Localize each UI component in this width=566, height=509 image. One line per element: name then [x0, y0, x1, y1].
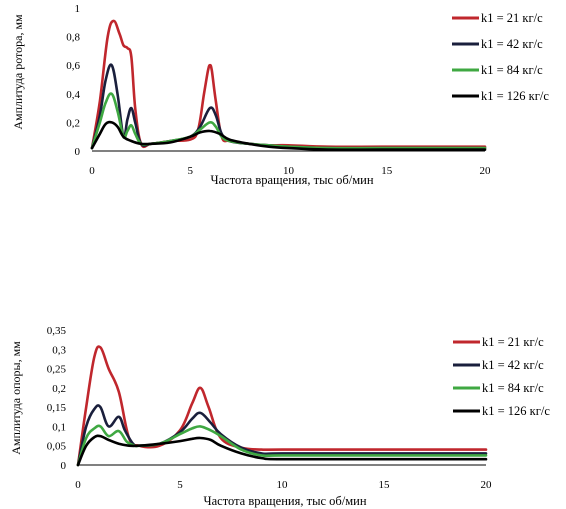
legend-label: k1 = 126 кг/с — [481, 89, 549, 103]
series-line-1 — [90, 19, 487, 150]
series-line-2 — [90, 63, 487, 150]
y-tick-label: 0 — [75, 146, 81, 158]
x-tick-label: 20 — [480, 165, 492, 177]
x-tick-label: 5 — [188, 165, 194, 177]
series-line-1 — [76, 345, 488, 467]
x-tick-label: 0 — [89, 165, 95, 177]
y-tick-label: 0,4 — [66, 89, 80, 101]
y-tick-label: 0,05 — [47, 441, 67, 453]
y-tick-label: 0,35 — [47, 325, 67, 337]
y-tick-label: 0,1 — [52, 421, 66, 433]
plot-area — [76, 345, 488, 467]
legend-label: k1 = 42 кг/с — [482, 358, 544, 372]
legend-label: k1 = 21 кг/с — [481, 11, 543, 25]
series-line-3 — [90, 92, 487, 150]
series-line-3 — [76, 424, 488, 467]
y-tick-label: 1 — [75, 3, 81, 15]
legend: k1 = 21 кг/с k1 = 42 кг/с k1 = 84 кг/с k1 =… — [453, 335, 550, 418]
x-tick-label: 10 — [277, 479, 289, 491]
y-axis-label: Амплитуда ротора, мм — [11, 14, 25, 130]
y-tick-label: 0,2 — [52, 383, 66, 395]
y-axis-label: Амплитуда опоры, мм — [9, 341, 23, 455]
y-tick-label: 0,8 — [66, 32, 80, 44]
legend-label: k1 = 84 кг/с — [482, 381, 544, 395]
legend-label: k1 = 21 кг/с — [482, 335, 544, 349]
x-tick-label: 5 — [177, 479, 183, 491]
legend-label: k1 = 84 кг/с — [481, 63, 543, 77]
y-tick-label: 0,3 — [52, 344, 66, 356]
x-tick-label: 0 — [75, 479, 81, 491]
series-line-4 — [76, 434, 488, 467]
y-tick-label: 0,6 — [66, 60, 80, 72]
legend-label: k1 = 126 кг/с — [482, 404, 550, 418]
y-tick-label: 0,2 — [66, 117, 80, 129]
x-tick-label: 15 — [379, 479, 391, 491]
x-axis-label: Частота вращения, тыс об/мин — [203, 494, 366, 508]
y-tick-label: 0,25 — [47, 364, 67, 376]
x-tick-label: 10 — [283, 165, 295, 177]
chart-support-amplitude: 0 0,05 0,1 0,15 0,2 0,25 0,3 0,35 0 5 10 15 20 Ампл… — [9, 325, 550, 508]
x-tick-label: 20 — [481, 479, 493, 491]
y-tick-label: 0,15 — [47, 402, 67, 414]
x-tick-label: 15 — [381, 165, 393, 177]
x-axis-label: Частота вращения, тыс об/мин — [210, 173, 373, 187]
y-tick-label: 0 — [61, 460, 67, 472]
legend: k1 = 21 кг/с k1 = 42 кг/с k1 = 84 кг/с k1 =… — [452, 11, 549, 103]
series-line-4 — [90, 120, 487, 151]
plot-area — [90, 19, 487, 151]
legend-label: k1 = 42 кг/с — [481, 37, 543, 51]
chart-rotor-amplitude: 0 0,2 0,4 0,6 0,8 1 0 5 10 15 20 Амплитуда ротора… — [11, 3, 549, 187]
